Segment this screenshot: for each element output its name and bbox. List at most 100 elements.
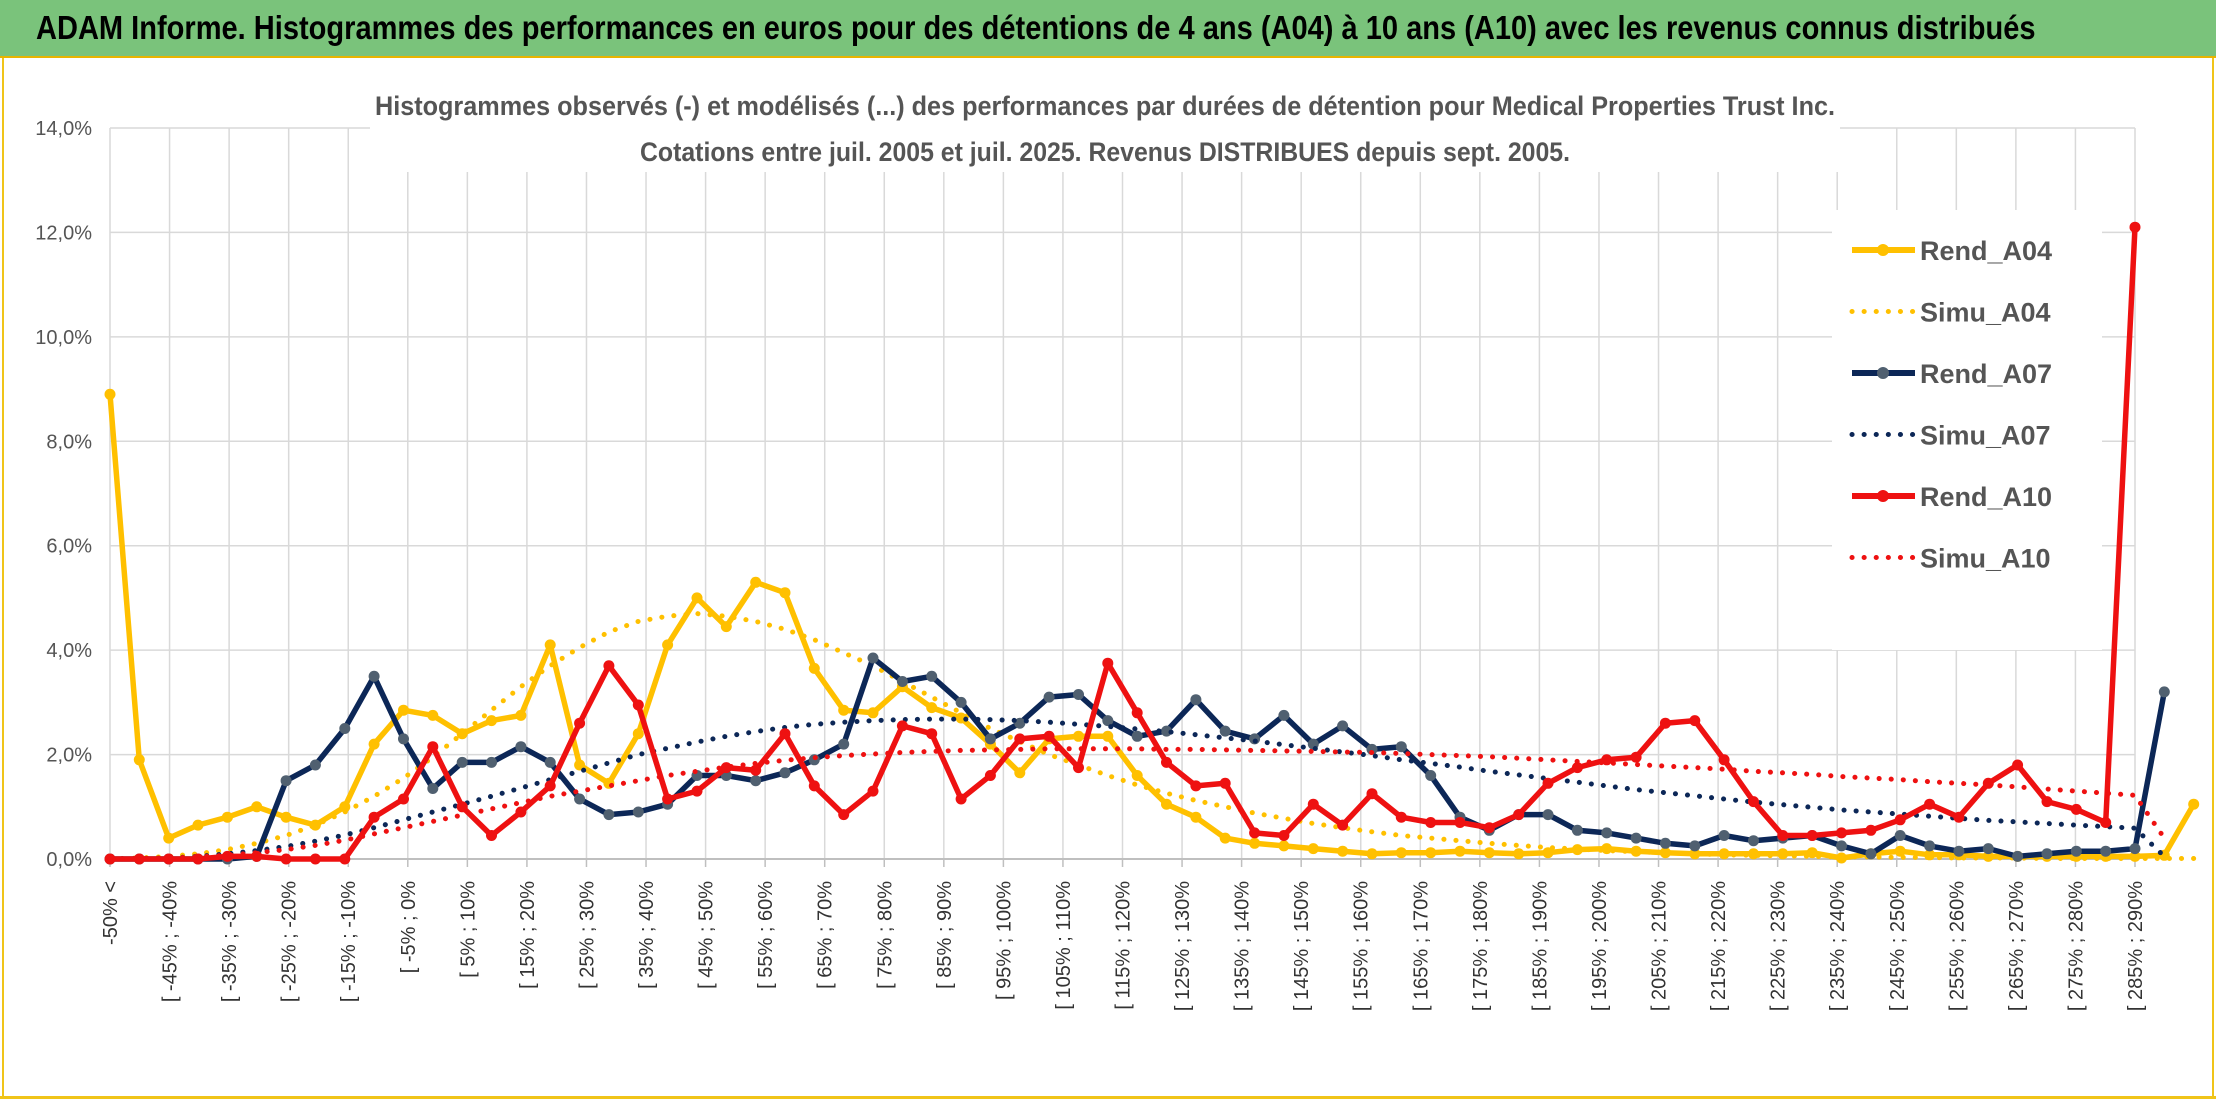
series-point-rend-a10: [368, 811, 380, 823]
y-tick-label: 6,0%: [46, 536, 92, 558]
series-point-rend-a04: [808, 662, 820, 674]
series-point-rend-a04: [1395, 847, 1407, 859]
y-tick-label: 10,0%: [35, 327, 92, 349]
series-point-rend-a07: [427, 783, 439, 794]
series-point-rend-a04: [1073, 730, 1084, 742]
series-point-rend-a07: [2012, 850, 2024, 862]
series-point-rend-a04: [221, 811, 233, 823]
series-point-rend-a07: [1219, 725, 1231, 737]
series-point-rend-a10: [133, 853, 145, 865]
series-point-rend-a04: [280, 811, 292, 823]
series-point-rend-a07: [1190, 694, 1202, 706]
series-point-rend-a04: [1161, 798, 1172, 810]
chart-subtitle: Cotations entre juil. 2005 et juil. 2025…: [640, 137, 1570, 167]
series-point-rend-a10: [720, 762, 732, 774]
series-point-rend-a04: [427, 709, 439, 721]
series-point-rend-a04: [163, 832, 175, 844]
series-point-rend-a04: [1659, 847, 1671, 859]
series-point-rend-a10: [867, 785, 879, 797]
series-point-rend-a10: [1630, 751, 1642, 763]
x-tick-label: [ 175% ; 180%: [1470, 881, 1492, 1011]
series-point-rend-a10: [309, 853, 321, 865]
x-tick-label: [ 185% ; 190%: [1529, 881, 1551, 1011]
legend-label-rend-a10: Rend_A10: [1920, 482, 2052, 512]
series-point-rend-a10: [574, 717, 586, 729]
series-point-rend-a04: [1894, 845, 1906, 857]
series-point-rend-a10: [632, 699, 644, 711]
series-point-rend-a10: [838, 809, 850, 821]
y-tick-label: 4,0%: [46, 640, 92, 662]
series-point-rend-a10: [1278, 830, 1290, 841]
x-tick-label: [ -5% ; 0%: [398, 881, 420, 973]
series-point-rend-a04: [1483, 847, 1495, 859]
series-point-rend-a10: [1337, 819, 1349, 831]
series-point-rend-a07: [955, 696, 967, 708]
series-point-rend-a07: [368, 670, 380, 682]
x-tick-label: [ 35% ; 40%: [636, 881, 658, 989]
series-point-rend-a10: [1513, 809, 1525, 821]
series-point-rend-a04: [339, 801, 351, 813]
series-point-rend-a07: [1748, 835, 1759, 847]
series-point-rend-a07: [1689, 840, 1701, 852]
series-point-rend-a07: [2158, 686, 2170, 698]
series-point-rend-a04: [1190, 811, 1202, 823]
x-tick-label: [ 255% ; 260%: [1946, 881, 1968, 1011]
series-point-rend-a04: [515, 709, 527, 721]
legend-label-simu-a10: Simu_A10: [1920, 544, 2051, 574]
series-point-rend-a04: [574, 759, 586, 771]
series-point-rend-a10: [1718, 754, 1730, 766]
series-point-rend-a04: [926, 702, 938, 714]
report-title: ADAM Informe. Histogrammes des performan…: [36, 9, 2036, 46]
chart-series: [104, 221, 2200, 865]
series-point-rend-a10: [1836, 827, 1847, 839]
series-point-rend-a04: [867, 707, 879, 719]
y-tick-label: 14,0%: [35, 118, 92, 140]
x-tick-label: [ 75% ; 80%: [874, 881, 896, 989]
series-point-rend-a10: [1777, 830, 1789, 841]
chart-title-background: [370, 80, 1840, 172]
series-point-rend-a10: [339, 853, 351, 865]
legend-label-simu-a04: Simu_A04: [1920, 298, 2051, 328]
series-point-rend-a07: [2100, 845, 2112, 857]
series-point-rend-a04: [1307, 843, 1319, 855]
x-tick-label: [ 105% ; 110%: [1053, 881, 1075, 1010]
series-point-rend-a04: [398, 704, 409, 716]
series-point-rend-a10: [603, 660, 615, 672]
series-point-rend-a04: [1542, 847, 1554, 859]
series-point-rend-a10: [1073, 762, 1084, 774]
y-tick-label: 0,0%: [46, 849, 92, 871]
series-point-rend-a10: [1542, 777, 1554, 789]
series-point-rend-a07: [1278, 709, 1290, 721]
series-point-rend-a07: [1425, 770, 1437, 781]
chart-axes: 0,0% 2,0% 4,0% 6,0% 8,0% 10,0% 12,0% 14,0% -50% …: [35, 118, 2147, 1011]
series-point-rend-a10: [1806, 830, 1818, 841]
series-point-rend-a04: [632, 728, 644, 740]
series-point-rend-a07: [544, 756, 556, 768]
series-point-rend-a04: [251, 801, 263, 813]
x-tick-label: [ 215% ; 220%: [1708, 881, 1730, 1011]
series-point-rend-a07: [1542, 809, 1554, 821]
series-point-rend-a07: [1601, 827, 1613, 839]
series-point-rend-a10: [398, 793, 409, 805]
series-point-rend-a04: [544, 639, 556, 651]
series-point-rend-a10: [1249, 827, 1261, 839]
series-point-rend-a07: [867, 652, 879, 664]
series-point-rend-a04: [1337, 845, 1349, 857]
series-point-rend-a04: [1131, 770, 1143, 781]
series-point-rend-a07: [1865, 848, 1877, 860]
series-point-rend-a10: [1483, 822, 1495, 834]
series-point-rend-a10: [1689, 715, 1701, 727]
series-point-rend-a07: [339, 723, 351, 734]
chart-grid: [109, 127, 2136, 859]
series-point-rend-a04: [1366, 848, 1378, 860]
x-tick-label: [ 45% ; 50%: [696, 881, 718, 989]
x-tick-label: -50% <: [100, 881, 122, 945]
x-tick-label: [ -35% ; -30%: [219, 881, 241, 1002]
series-point-rend-a07: [896, 676, 908, 687]
series-point-rend-a04: [662, 639, 674, 651]
chart-title: Histogrammes observés (-) et modélisés (…: [375, 91, 1835, 121]
legend-label-rend-a07: Rend_A07: [1920, 359, 2052, 389]
series-point-rend-a07: [1718, 830, 1730, 841]
series-point-rend-a07: [2041, 848, 2053, 860]
series-point-rend-a10: [544, 780, 556, 792]
